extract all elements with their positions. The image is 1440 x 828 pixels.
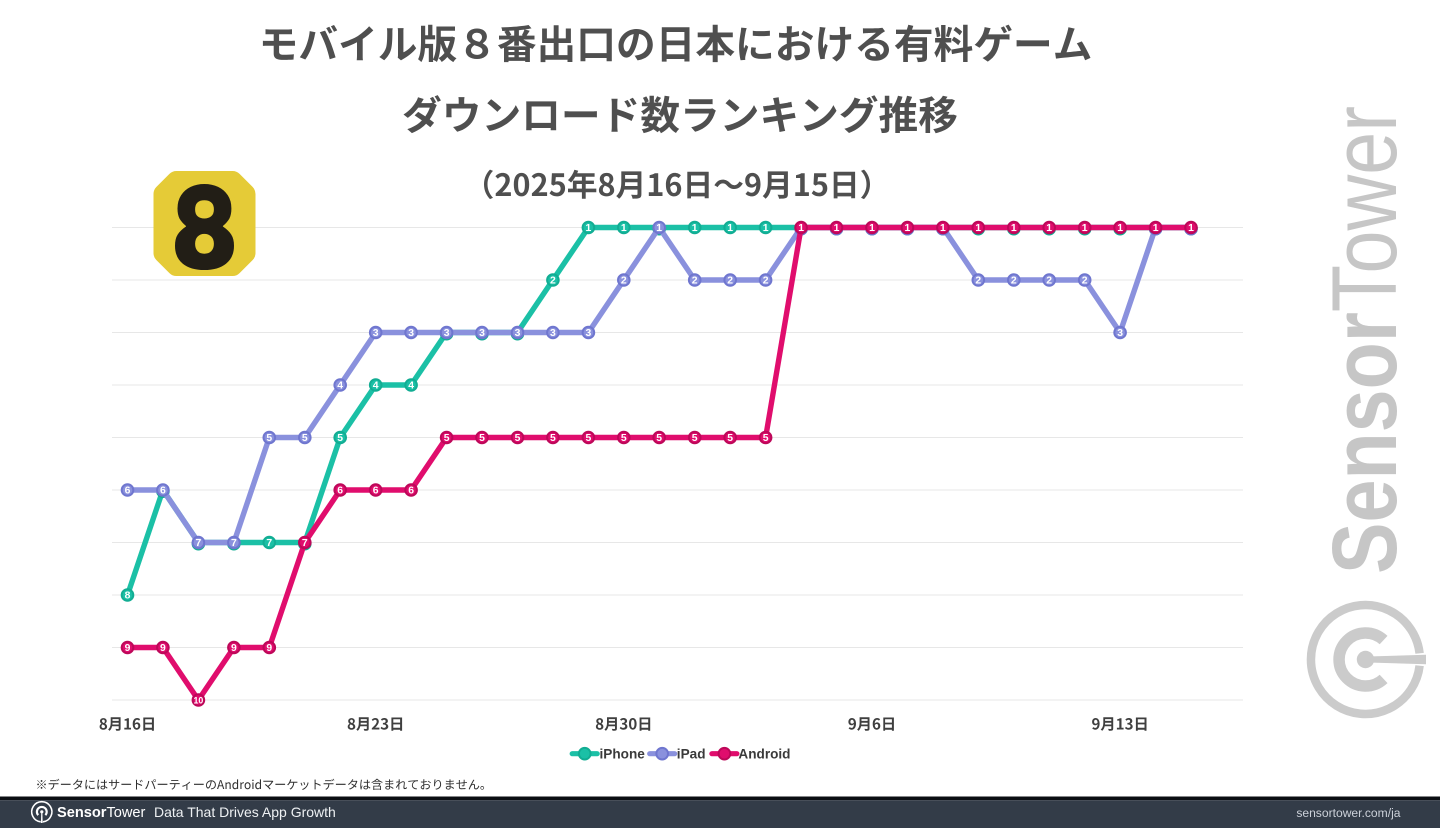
svg-text:1: 1 <box>1153 223 1159 234</box>
svg-text:sensortower.com/ja: sensortower.com/ja <box>1296 806 1400 820</box>
svg-text:7: 7 <box>196 538 202 549</box>
svg-text:3: 3 <box>1117 328 1123 339</box>
svg-text:2: 2 <box>692 276 698 287</box>
svg-text:1: 1 <box>586 223 592 234</box>
svg-text:3: 3 <box>479 328 485 339</box>
svg-text:6: 6 <box>373 486 379 497</box>
svg-text:8: 8 <box>125 591 131 602</box>
svg-text:2: 2 <box>621 276 627 287</box>
svg-text:1: 1 <box>692 223 698 234</box>
svg-text:6: 6 <box>337 486 343 497</box>
svg-text:1: 1 <box>975 223 981 234</box>
svg-text:6: 6 <box>125 486 131 497</box>
svg-text:5: 5 <box>692 433 698 444</box>
svg-text:1: 1 <box>1011 223 1017 234</box>
svg-text:iPhone: iPhone <box>600 747 646 762</box>
svg-text:5: 5 <box>586 433 592 444</box>
svg-text:2: 2 <box>1046 276 1052 287</box>
svg-text:5: 5 <box>550 433 556 444</box>
svg-text:1: 1 <box>656 223 662 234</box>
svg-text:1: 1 <box>869 223 875 234</box>
svg-text:5: 5 <box>337 433 343 444</box>
svg-text:4: 4 <box>408 381 414 392</box>
svg-text:1: 1 <box>1188 223 1194 234</box>
svg-text:1: 1 <box>940 223 946 234</box>
svg-text:5: 5 <box>302 433 308 444</box>
svg-text:5: 5 <box>479 433 485 444</box>
svg-text:2: 2 <box>550 276 556 287</box>
svg-text:7: 7 <box>302 538 308 549</box>
svg-text:5: 5 <box>656 433 662 444</box>
svg-text:iPad: iPad <box>677 747 706 762</box>
svg-text:4: 4 <box>373 381 379 392</box>
svg-text:Android: Android <box>738 747 790 762</box>
svg-text:1: 1 <box>905 223 911 234</box>
svg-text:1: 1 <box>621 223 627 234</box>
svg-text:1: 1 <box>1117 223 1123 234</box>
svg-text:3: 3 <box>515 328 521 339</box>
svg-text:1: 1 <box>727 223 733 234</box>
svg-text:3: 3 <box>408 328 414 339</box>
svg-text:2: 2 <box>975 276 981 287</box>
svg-text:1: 1 <box>763 223 769 234</box>
svg-text:5: 5 <box>621 433 627 444</box>
svg-text:3: 3 <box>550 328 556 339</box>
svg-text:SensorTower: SensorTower <box>57 805 146 821</box>
svg-text:1: 1 <box>1082 223 1088 234</box>
svg-text:SensorTower: SensorTower <box>1314 106 1417 574</box>
svg-text:7: 7 <box>231 538 237 549</box>
svg-text:3: 3 <box>373 328 379 339</box>
svg-text:3: 3 <box>586 328 592 339</box>
svg-text:6: 6 <box>408 486 414 497</box>
svg-text:9: 9 <box>266 643 272 654</box>
svg-text:5: 5 <box>727 433 733 444</box>
svg-text:9: 9 <box>160 643 166 654</box>
svg-text:9: 9 <box>125 643 131 654</box>
svg-text:4: 4 <box>337 381 343 392</box>
svg-text:10: 10 <box>194 696 204 706</box>
svg-text:2: 2 <box>1011 276 1017 287</box>
svg-text:9: 9 <box>231 643 237 654</box>
svg-text:1: 1 <box>798 223 804 234</box>
svg-text:3: 3 <box>444 328 450 339</box>
svg-text:5: 5 <box>515 433 521 444</box>
svg-text:1: 1 <box>834 223 840 234</box>
svg-text:6: 6 <box>160 486 166 497</box>
svg-text:Data That Drives App Growth: Data That Drives App Growth <box>154 804 336 820</box>
svg-text:2: 2 <box>1082 276 1088 287</box>
svg-text:7: 7 <box>266 538 272 549</box>
svg-text:5: 5 <box>444 433 450 444</box>
svg-text:1: 1 <box>1046 223 1052 234</box>
svg-text:2: 2 <box>763 276 769 287</box>
svg-text:5: 5 <box>266 433 272 444</box>
svg-text:2: 2 <box>727 276 733 287</box>
svg-text:5: 5 <box>763 433 769 444</box>
